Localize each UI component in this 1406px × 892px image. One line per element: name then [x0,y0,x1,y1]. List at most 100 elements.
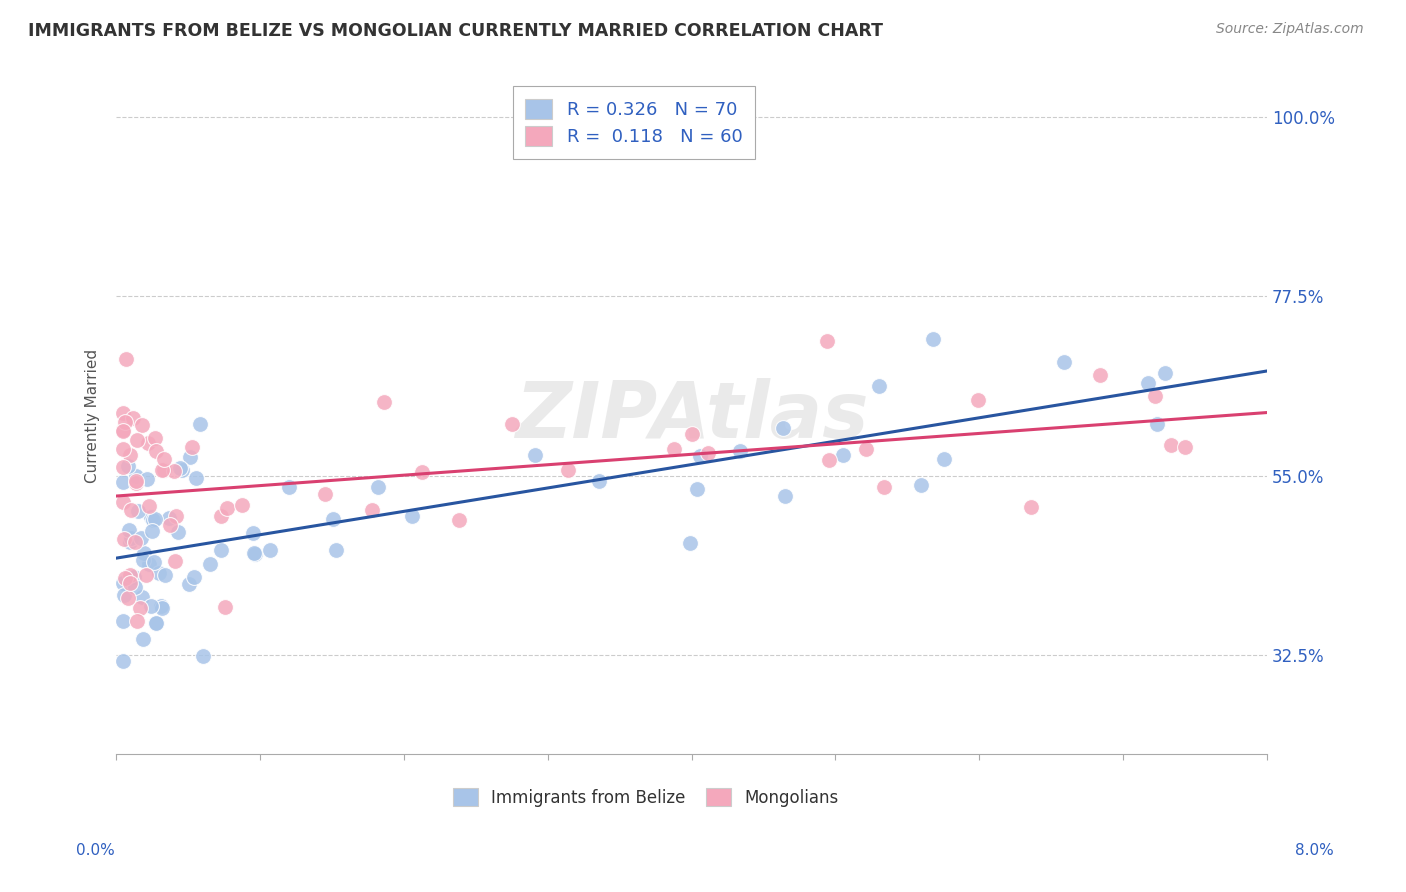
Point [1136,376,1159,390]
Point [696,445,718,459]
Point [125,469,148,483]
Point [662,442,685,457]
Point [122,570,145,584]
Point [112,575,135,590]
Point [153,463,176,477]
Point [209,543,232,558]
Point [131,590,153,604]
Point [325,543,347,558]
Point [112,614,135,628]
Point [115,352,138,367]
Point [198,558,221,572]
Point [163,464,186,478]
Point [125,614,148,628]
Point [773,489,796,503]
Point [112,495,135,509]
Point [1174,440,1197,454]
Point [214,600,236,615]
Point [124,534,146,549]
Point [132,632,155,647]
Point [125,433,148,447]
Text: Source: ZipAtlas.com: Source: ZipAtlas.com [1216,22,1364,37]
Point [112,424,135,438]
Point [114,415,136,429]
Point [231,498,253,512]
Point [449,513,471,527]
Point [367,480,389,494]
Point [112,406,135,420]
Point [685,482,707,496]
Point [190,417,212,431]
Point [118,524,141,538]
Point [818,453,841,467]
Point [501,417,523,431]
Point [523,448,546,462]
Point [259,543,281,558]
Point [689,449,711,463]
Point [243,547,266,561]
Point [159,518,181,533]
Point [873,480,896,494]
Point [141,524,163,538]
Point [165,509,187,524]
Point [193,648,215,663]
Point [815,334,838,349]
Point [135,568,157,582]
Text: 0.0%: 0.0% [76,843,115,858]
Point [179,450,201,464]
Text: 8.0%: 8.0% [1295,843,1334,858]
Point [179,576,201,591]
Point [131,532,153,546]
Point [681,427,703,442]
Point [112,532,135,546]
Point [139,599,162,613]
Point [679,536,702,550]
Point [132,546,155,560]
Point [215,501,238,516]
Point [401,509,423,524]
Point [143,431,166,445]
Point [145,616,167,631]
Point [170,462,193,476]
Point [411,465,433,479]
Point [127,504,149,518]
Point [120,575,142,590]
Point [588,474,610,488]
Point [121,411,143,425]
Point [142,555,165,569]
Point [142,513,165,527]
Point [322,512,344,526]
Point [183,569,205,583]
Point [143,512,166,526]
Point [125,474,148,488]
Point [169,461,191,475]
Point [117,591,139,605]
Point [1143,389,1166,403]
Point [557,463,579,477]
Point [124,580,146,594]
Point [153,567,176,582]
Point [910,478,932,492]
Point [138,557,160,571]
Point [157,511,180,525]
Point [128,601,150,615]
Point [150,600,173,615]
Point [728,443,751,458]
Point [209,509,232,524]
Point [120,535,142,549]
Point [934,451,956,466]
Point [184,471,207,485]
Point [167,524,190,539]
Point [869,379,891,393]
Point [145,444,167,458]
Point [112,654,135,668]
Point [139,509,162,524]
Point [120,502,142,516]
Point [112,475,135,489]
Point [120,531,142,545]
Point [148,566,170,581]
Point [153,451,176,466]
Text: ZIPAtlas: ZIPAtlas [515,378,869,454]
Point [1146,417,1168,431]
Point [277,479,299,493]
